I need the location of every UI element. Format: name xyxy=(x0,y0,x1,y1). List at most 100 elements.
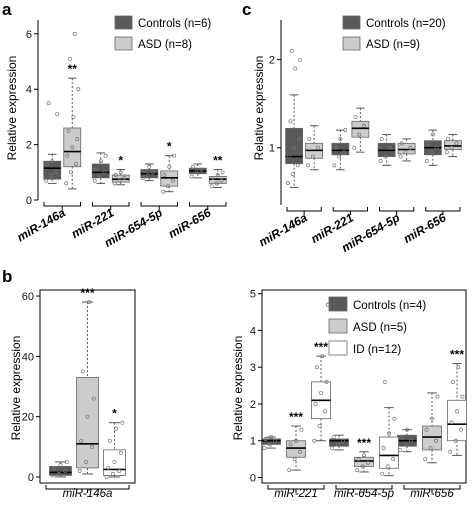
panel-b-left-data-point xyxy=(52,465,57,470)
panel-b-right-box-body xyxy=(379,436,399,469)
panel-a-box-body xyxy=(91,163,110,179)
panel-b-right-y-tick-label: 4 xyxy=(250,325,256,337)
panel-b-right-data-point xyxy=(292,457,297,462)
panel-c-data-point xyxy=(403,150,408,155)
panel-b-left-significance-1: *** xyxy=(80,286,94,300)
panel-b-right-y-axis-title: Relative expression xyxy=(231,336,245,441)
panel-a-data-point xyxy=(214,181,219,186)
panel-b-left-data-point xyxy=(106,465,111,470)
panel-b-left-data-point xyxy=(118,450,123,455)
panel-b-right-data-point xyxy=(449,420,454,425)
panel-b-right-data-point xyxy=(380,471,385,476)
panel-c-legend-label: ASD (n=9) xyxy=(366,39,420,51)
panel-c-legend-label: Controls (n=20) xyxy=(366,18,446,30)
panel-b-right-data-point xyxy=(360,464,365,469)
panel-b-right-significance-1: *** xyxy=(357,436,371,450)
panel-b-right-data-point xyxy=(456,365,461,370)
panel-c-data-point xyxy=(286,181,291,185)
panel-b-right-legend-swatch xyxy=(328,318,348,334)
panel-c-box-1-3 xyxy=(443,134,462,158)
panel-c-data-point xyxy=(307,136,312,141)
panel-a-data-point xyxy=(102,170,107,175)
panel-b-left-data-point xyxy=(114,426,119,431)
panel-b-left-data-point xyxy=(110,472,115,476)
panel-b-right-data-point xyxy=(287,468,292,473)
panel-a-category-label: miR-656 xyxy=(166,205,214,241)
panel-b-right-data-point xyxy=(392,416,397,421)
panel-a-box-0-1 xyxy=(91,152,110,184)
panel-b-left-data-point xyxy=(64,459,69,464)
panel-a-data-point xyxy=(75,137,80,142)
panel-b-right-y-tick-label: 0 xyxy=(250,472,256,484)
panel-a-data-point xyxy=(147,164,152,169)
panel-b-left-data-point xyxy=(87,300,92,305)
panel-b-right-box-0-1 xyxy=(329,434,349,451)
panel-b-right-data-point xyxy=(387,431,391,436)
panel-b-right-data-point xyxy=(263,436,268,441)
panel-b-right-significance-2: *** xyxy=(450,348,464,362)
panel-b-right-data-point xyxy=(330,446,335,451)
panel-a-box-0-2 xyxy=(140,163,159,182)
panel-a-data-point xyxy=(219,178,224,183)
panel-a-significance-0: ** xyxy=(68,62,78,76)
panel-a-data-point xyxy=(146,173,150,178)
panel-b-left-data-point xyxy=(50,473,55,478)
panel-a-data-point xyxy=(150,170,155,175)
panel-b-right-y-tick-label: 1 xyxy=(250,436,256,448)
panel-c-data-point xyxy=(333,145,338,150)
panel-b-right-box-1-0 xyxy=(286,425,306,473)
panel-c-data-point xyxy=(289,48,294,53)
panel-b-right-data-point xyxy=(398,447,403,452)
panel-b-right-frame xyxy=(261,289,467,484)
panel-b-right-legend-swatch xyxy=(328,340,348,356)
panel-c-box-0-2 xyxy=(377,134,396,166)
panel-b-left-box-0-0 xyxy=(49,459,72,478)
panel-b-right-data-point xyxy=(331,435,336,439)
panel-b-right-data-point xyxy=(405,427,409,432)
panel-a-data-point xyxy=(76,87,81,92)
panel-c-data-point xyxy=(424,159,429,163)
panel-b-right-data-point xyxy=(273,438,278,443)
panel-b-right-box-body xyxy=(422,425,442,451)
panel-a-data-point xyxy=(215,173,220,178)
panel-a-legend-swatch xyxy=(114,36,133,51)
panel-b-right-data-point xyxy=(430,416,434,421)
panel-b-right-y-tick-label: 3 xyxy=(250,362,256,374)
panel-c-data-point xyxy=(357,132,362,137)
panel-c-data-point xyxy=(434,145,439,150)
panel-a-category-bracket xyxy=(189,202,227,207)
panel-a-data-point xyxy=(166,184,170,189)
panel-b-right-significance-0: *** xyxy=(289,410,303,424)
panel-b-left-data-point xyxy=(58,462,63,467)
panel-b-right-data-point xyxy=(366,460,371,465)
panel-c-box-1-1 xyxy=(351,107,370,153)
panel-a-data-point xyxy=(220,170,225,175)
panel-a-box-0-3 xyxy=(188,163,207,179)
panel-b-left-data-point xyxy=(77,468,82,473)
panel-b-right-data-point xyxy=(355,468,360,473)
panel-a-data-point xyxy=(161,189,166,194)
panel-b-right-category-label: miR-221 xyxy=(274,488,317,500)
panel-b-left-significance-2: * xyxy=(112,407,117,421)
panel-a-data-point xyxy=(73,162,78,166)
panel-c-box-1-0 xyxy=(305,125,324,171)
panel-c-category-label: miR-656 xyxy=(401,210,449,246)
panel-c-data-point xyxy=(430,132,435,137)
panel-b-right-data-point xyxy=(455,409,459,414)
panel-a-y-tick-label: 4 xyxy=(26,84,32,96)
panel-b-right-data-point xyxy=(320,354,325,359)
panel-b-right-data-point xyxy=(319,390,323,395)
panel-b-right-significance-id-221: *** xyxy=(314,340,328,354)
panel-b-right-box-0-0 xyxy=(261,435,281,451)
panel-c-data-point xyxy=(352,145,357,150)
panel-c-category-label: miR-146a xyxy=(256,210,309,249)
panel-b-right-legend-label: ID (n=12) xyxy=(353,344,401,356)
panel-c-plot: 12miR-146amiR-221miR-654-5pmiR-656Contro… xyxy=(256,15,462,255)
panel-a-data-point xyxy=(64,181,69,186)
panel-c-data-point xyxy=(338,136,343,141)
panel-a-data-point xyxy=(98,159,103,164)
panel-letter-c: c xyxy=(242,0,251,19)
panel-b-left-data-point xyxy=(56,472,61,476)
panel-a-data-point xyxy=(113,173,118,178)
panel-a-box-1-2 xyxy=(160,153,179,194)
